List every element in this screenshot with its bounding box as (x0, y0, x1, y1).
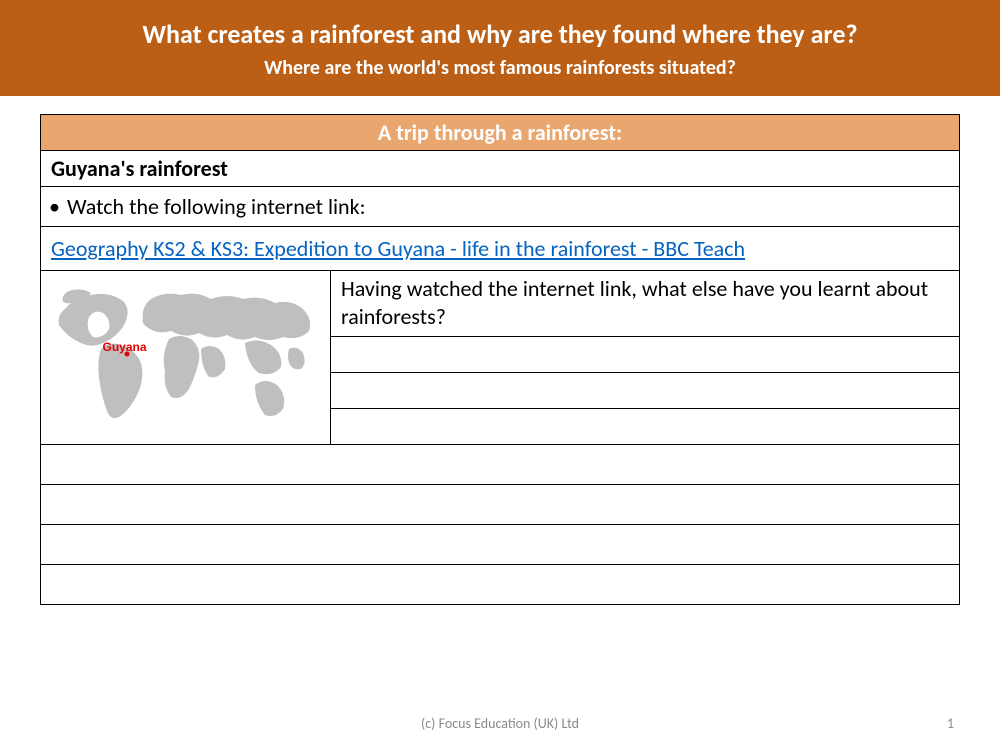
link-row: Geography KS2 & KS3: Expedition to Guyan… (41, 227, 960, 271)
answer-line-3 (331, 409, 960, 445)
answer-line-2 (331, 373, 960, 409)
map-land (58, 289, 310, 418)
footer-copyright: (c) Focus Education (UK) Ltd (0, 715, 1000, 732)
question-cell: Having watched the internet link, what e… (331, 271, 960, 337)
answer-line-1 (331, 337, 960, 373)
world-map-svg (51, 277, 321, 432)
map-label: Guyana (103, 340, 147, 354)
page-number: 1 (947, 715, 954, 732)
instruction-text: Watch the following internet link: (67, 193, 365, 220)
world-map: Guyana (51, 277, 321, 432)
table-subheading: Guyana's rainforest (41, 151, 960, 187)
answer-line-5 (41, 485, 960, 525)
table-title: A trip through a rainforest: (41, 115, 960, 151)
content-area: A trip through a rainforest: Guyana's ra… (0, 96, 1000, 605)
answer-line-4 (41, 445, 960, 485)
answer-line-7 (41, 565, 960, 605)
instruction-row: •Watch the following internet link: (41, 187, 960, 227)
answer-line-6 (41, 525, 960, 565)
resource-link[interactable]: Geography KS2 & KS3: Expedition to Guyan… (51, 235, 745, 262)
slide-header: What creates a rainforest and why are th… (0, 0, 1000, 96)
map-cell: Guyana (41, 271, 331, 445)
main-title: What creates a rainforest and why are th… (40, 18, 960, 50)
bullet-icon: • (49, 193, 67, 220)
worksheet-table: A trip through a rainforest: Guyana's ra… (40, 114, 960, 605)
sub-title: Where are the world's most famous rainfo… (40, 56, 960, 80)
